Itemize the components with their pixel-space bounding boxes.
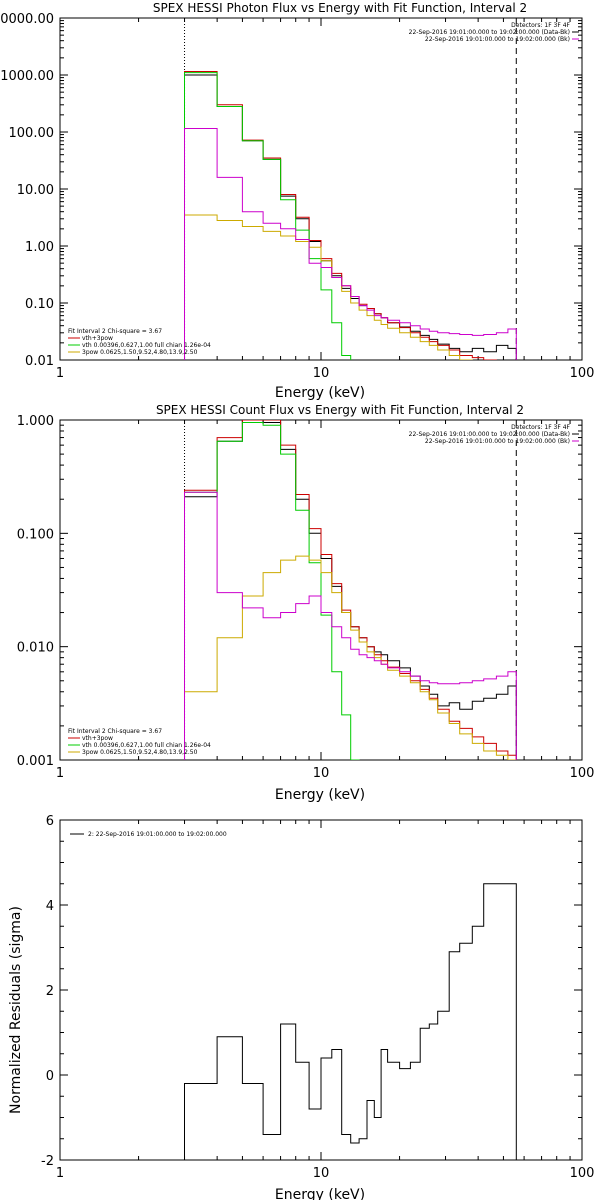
legend-top-right-entry: 22-Sep-2016 19:01:00.000 to 19:02:00.000…	[409, 29, 570, 36]
legend-bottom-left-entry: Fit Interval 2 Chi-square = 3.67	[68, 728, 162, 735]
series-vth-3pow-line	[184, 420, 517, 760]
y-tick-label: 0.01	[25, 354, 54, 369]
photon-flux-title: SPEX HESSI Photon Flux vs Energy with Fi…	[153, 1, 527, 15]
y-tick-label: 100.00	[9, 126, 55, 141]
residuals-xlabel: Energy (keV)	[275, 1187, 365, 1200]
photon-flux-panel: SPEX HESSI Photon Flux vs Energy with Fi…	[0, 1, 594, 401]
y-tick-label: -2	[41, 1154, 54, 1169]
plot-frame	[59, 17, 583, 361]
residuals-ylabel: Normalized Residuals (sigma)	[8, 906, 24, 1114]
x-tick-label: 100	[570, 1166, 595, 1181]
count-flux-title: SPEX HESSI Count Flux vs Energy with Fit…	[156, 403, 524, 417]
y-tick-label: 0.001	[17, 754, 54, 769]
series-vth-line	[184, 72, 517, 360]
legend-bottom-left-entry: vth 0.00396,0.627,1.00 full chian 1.26e-…	[82, 342, 211, 349]
series-data-bk-line	[184, 420, 517, 760]
y-tick-label: 6	[46, 814, 54, 829]
x-tick-label: 100	[570, 766, 595, 781]
y-tick-label: 0.10	[25, 297, 54, 312]
y-tick-label: 1000.00	[0, 69, 54, 84]
series-vth-line	[184, 422, 517, 760]
legend-top-right-entry: 22-Sep-2016 19:01:00.000 to 19:02:00.000…	[425, 36, 570, 43]
y-tick-label: 0	[46, 1069, 54, 1084]
x-tick-label: 10	[313, 1166, 330, 1181]
y-tick-label: 1.00	[25, 240, 54, 255]
legend-top-right-entry: 22-Sep-2016 19:01:00.000 to 19:02:00.000…	[409, 431, 570, 438]
series-2-line	[184, 883, 517, 1160]
y-tick-label: 4	[46, 899, 54, 914]
count-flux-xlabel: Energy (keV)	[275, 787, 365, 803]
legend-top-right-entry: Detectors: 1F 3F 4F	[511, 22, 570, 29]
y-tick-label: 0.010	[17, 641, 54, 656]
legend-bottom-left-entry: vth+3pow	[82, 735, 113, 742]
legend-top-right-entry: Detectors: 1F 3F 4F	[511, 424, 570, 431]
x-tick-label: 10	[313, 766, 330, 781]
legend-bottom-left-entry: vth+3pow	[82, 335, 113, 342]
series-data-bk-line	[184, 74, 517, 360]
y-tick-label: 1.000	[17, 414, 54, 429]
x-tick-label: 100	[570, 366, 595, 381]
y-tick-label: 0.100	[17, 527, 54, 542]
residuals-panel: Energy (keV) Normalized Residuals (sigma…	[8, 814, 594, 1200]
series-vth-3pow-line	[184, 71, 517, 360]
legend-top-right-entry: 22-Sep-2016 19:01:00.000 to 19:02:00.000…	[425, 438, 570, 445]
x-tick-label: 1	[56, 766, 64, 781]
legend-top-left-entry: 2: 22-Sep-2016 19:01:00.000 to 19:02:00.…	[88, 831, 227, 838]
y-tick-label: 10.00	[17, 183, 54, 198]
y-tick-label: 2	[46, 984, 54, 999]
x-tick-label: 10	[313, 366, 330, 381]
legend-bottom-left-entry: 3pow 0.0625,1.50,9.52,4.80,13.9,2.50	[82, 749, 198, 756]
photon-flux-xlabel: Energy (keV)	[275, 385, 365, 401]
series-bk-line	[184, 128, 517, 360]
y-tick-label: 10000.00	[0, 12, 54, 27]
legend-bottom-left-entry: 3pow 0.0625,1.50,9.52,4.80,13.9,2.50	[82, 349, 198, 356]
count-flux-panel: SPEX HESSI Count Flux vs Energy with Fit…	[17, 403, 595, 803]
series-3pow-line	[184, 214, 517, 360]
x-tick-label: 1	[56, 366, 64, 381]
x-tick-label: 1	[56, 1166, 64, 1181]
series-bk-line	[184, 491, 517, 760]
legend-bottom-left-entry: vth 0.00396,0.627,1.00 full chian 1.26e-…	[82, 742, 211, 749]
legend-bottom-left-entry: Fit Interval 2 Chi-square = 3.67	[68, 328, 162, 335]
